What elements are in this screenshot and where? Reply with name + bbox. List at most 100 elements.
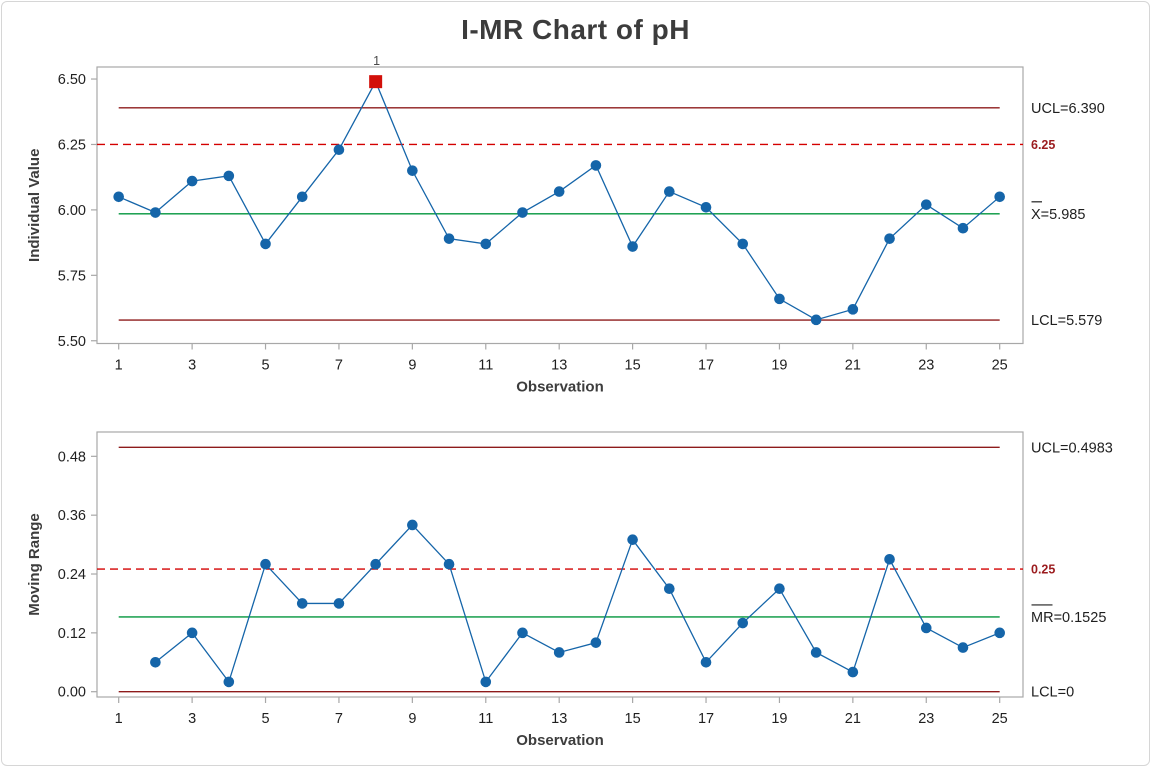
data-point <box>774 583 785 595</box>
data-point <box>407 165 418 176</box>
data-point <box>590 160 602 171</box>
y-axis-title: Individual Value <box>26 149 43 262</box>
data-point <box>920 622 932 634</box>
x-axis-title: Observation <box>516 732 604 749</box>
y-tick-label: 0.48 <box>58 449 86 465</box>
x-tick-label: 13 <box>551 711 567 727</box>
individuals-chart-frame <box>96 66 1024 345</box>
y-tick-label: 0.24 <box>58 567 86 583</box>
moving-range-chart-frame <box>96 431 1024 698</box>
ooc-flag-label: 1 <box>373 54 380 68</box>
data-point <box>150 656 161 668</box>
data-point <box>296 598 308 609</box>
x-tick-label: 1 <box>115 711 123 727</box>
x-tick-label: 21 <box>845 711 861 727</box>
x-tick-label: 15 <box>625 711 641 727</box>
x-tick-label: 15 <box>625 358 641 374</box>
y-tick-label: 0.36 <box>58 508 86 524</box>
data-point <box>223 170 235 182</box>
data-point <box>333 598 345 609</box>
x-tick-label: 9 <box>408 358 416 374</box>
data-point <box>737 617 749 629</box>
y-tick-label: 6.25 <box>58 137 86 153</box>
x-tick-label: 3 <box>188 711 196 727</box>
x-tick-label: 5 <box>261 711 269 727</box>
data-point <box>296 191 308 203</box>
data-point <box>150 207 161 218</box>
data-point <box>700 656 712 668</box>
x-tick-label: 17 <box>698 711 714 727</box>
data-point <box>590 637 602 648</box>
y-tick-label: 6.00 <box>58 203 86 219</box>
x-tick-label: 23 <box>918 358 934 374</box>
data-point <box>113 191 124 203</box>
x-tick-label: 19 <box>771 358 787 374</box>
data-point <box>847 304 859 315</box>
data-series-line <box>118 80 1001 321</box>
chart-title: I-MR Chart of pH <box>461 14 690 45</box>
x-axis-title: Observation <box>516 379 604 396</box>
data-point <box>517 207 528 218</box>
x-tick-label: 7 <box>335 358 343 374</box>
y-tick-label: 0.12 <box>58 626 86 642</box>
x-tick-label: 7 <box>335 711 343 727</box>
center-label: MR=0.1525 <box>1031 610 1106 626</box>
data-point <box>370 558 381 570</box>
x-tick-label: 17 <box>698 358 714 374</box>
data-point <box>627 241 638 252</box>
x-tick-label: 13 <box>551 358 567 374</box>
x-tick-label: 11 <box>478 358 493 374</box>
out-of-control-point <box>369 75 383 89</box>
reference-line-label: 6.25 <box>1031 138 1055 152</box>
x-tick-label: 23 <box>918 711 934 727</box>
data-point <box>920 199 932 210</box>
y-tick-label: 5.75 <box>58 268 86 284</box>
data-point <box>260 238 271 250</box>
data-point <box>957 222 969 234</box>
data-point <box>443 233 455 244</box>
data-point <box>664 583 675 595</box>
data-point <box>884 554 895 565</box>
data-point <box>553 186 565 197</box>
x-tick-label: 5 <box>261 358 269 374</box>
data-series-line <box>155 524 1000 684</box>
y-tick-label: 0.00 <box>58 685 86 701</box>
x-tick-label: 25 <box>992 711 1008 727</box>
x-tick-label: 9 <box>408 711 416 727</box>
data-point <box>480 238 492 250</box>
center-label: X=5.985 <box>1031 207 1085 223</box>
data-point <box>664 186 675 197</box>
x-tick-label: 25 <box>992 358 1008 374</box>
x-tick-label: 11 <box>478 711 493 727</box>
data-point <box>810 647 822 658</box>
y-tick-label: 6.50 <box>58 72 86 88</box>
x-tick-label: 3 <box>188 358 196 374</box>
lcl-label: LCL=5.579 <box>1031 313 1102 329</box>
ucl-label: UCL=0.4983 <box>1031 440 1113 456</box>
data-point <box>737 238 749 250</box>
data-point <box>994 627 1005 639</box>
data-point <box>517 627 528 639</box>
data-point <box>407 519 418 531</box>
ucl-label: UCL=6.390 <box>1031 101 1105 117</box>
lcl-label: LCL=0 <box>1031 685 1074 701</box>
data-point <box>810 314 822 326</box>
x-tick-label: 21 <box>845 358 861 374</box>
data-point <box>553 647 565 658</box>
x-tick-label: 1 <box>115 358 123 374</box>
data-point <box>884 233 895 244</box>
data-point <box>480 676 492 688</box>
data-point <box>774 293 785 305</box>
data-point <box>333 144 345 156</box>
data-point <box>223 676 235 688</box>
data-point <box>847 666 859 678</box>
data-point <box>700 201 712 213</box>
reference-line-label: 0.25 <box>1031 563 1055 577</box>
x-tick-label: 19 <box>771 711 787 727</box>
y-axis-title: Moving Range <box>26 513 43 616</box>
data-point <box>260 558 271 570</box>
data-point <box>186 627 198 639</box>
